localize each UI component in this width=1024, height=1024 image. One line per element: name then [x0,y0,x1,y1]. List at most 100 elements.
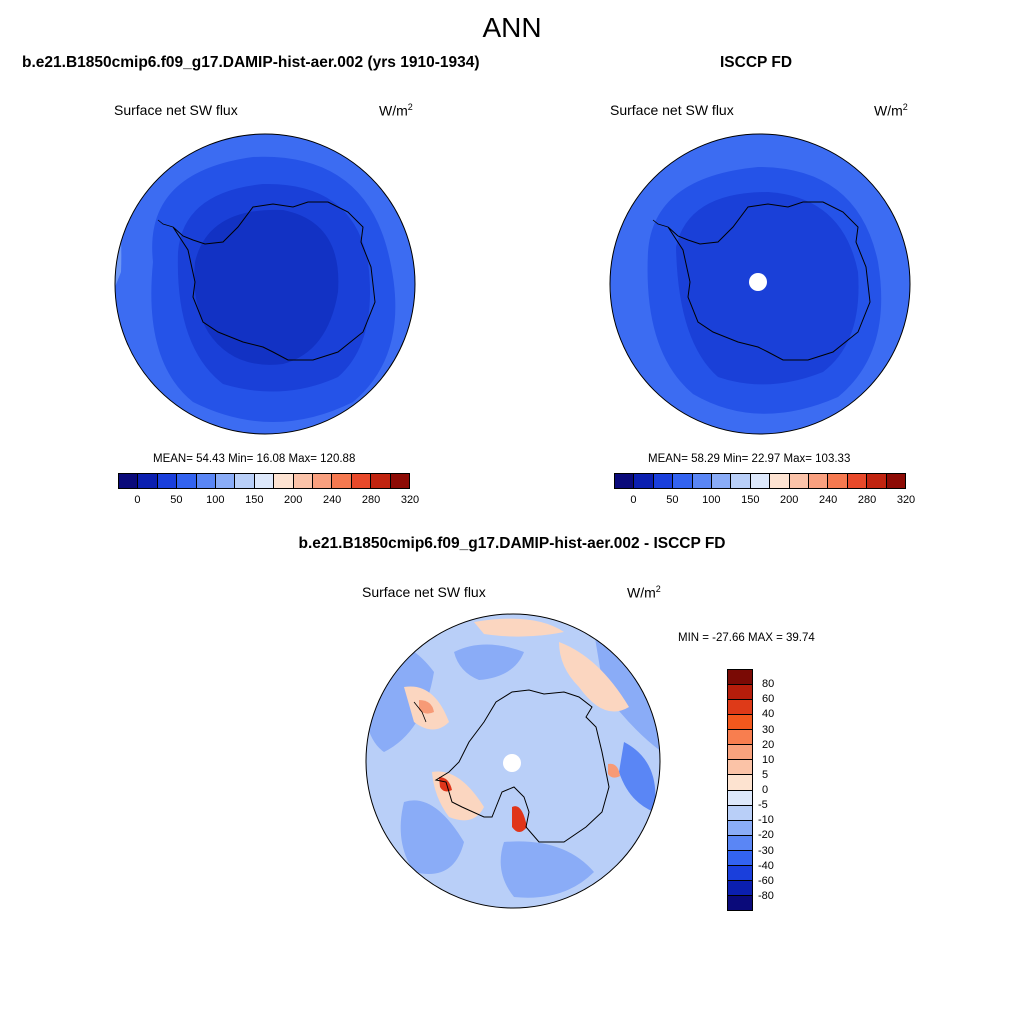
colorbar-swatch [728,895,752,910]
colorbar-swatch [692,474,713,488]
colorbar-swatch [673,474,693,488]
colorbar-tick-label: -40 [758,859,774,872]
colorbar-swatch [196,474,217,488]
diff-patch-f [454,644,524,680]
model-polar-map [114,133,416,435]
diff-hot-s [512,806,527,832]
model-panel-title: b.e21.B1850cmip6.f09_g17.DAMIP-hist-aer.… [22,54,480,71]
main-title: ANN [482,12,542,43]
obs-colorbar-ticks: 0 50 100 150 200 240 280 320 [614,494,915,510]
diff-warm-w2 [419,700,434,714]
model-variable-label: Surface net SW flux [114,102,238,118]
colorbar-tick-label: 320 [400,494,420,506]
colorbar-swatch [235,474,255,488]
colorbar-swatch [274,474,294,488]
colorbar-swatch [728,850,752,866]
colorbar-tick-label: 5 [762,768,769,781]
diff-colorbar-ticks: 80 60 40 30 20 10 5 0 -5 -10 -20 -30 -40 -60 -80 [758,669,798,909]
colorbar-tick-label: 50 [666,494,679,506]
diff-warm-ne [559,642,629,712]
diff-warm-e [608,763,620,778]
colorbar-swatch [728,790,752,806]
obs-coastline [667,201,871,361]
model-units-label: W/m2 [379,102,413,119]
colorbar-swatch [712,474,732,488]
colorbar-tick-label: 240 [818,494,838,506]
colorbar-swatch [731,474,751,488]
colorbar-swatch [750,474,771,488]
colorbar-tick-label: 0 [762,784,769,796]
colorbar-swatch [119,474,139,488]
colorbar-swatch [254,474,275,488]
colorbar-tick-label: 280 [857,494,877,506]
colorbar-swatch [728,805,752,821]
colorbar-tick-label: -5 [758,799,768,812]
model-colorbar [118,473,410,489]
obs-polar-map [609,133,911,435]
colorbar-swatch [728,685,752,701]
colorbar-swatch [293,474,314,488]
colorbar-tick-label: -10 [758,814,774,827]
diff-coastline [434,689,610,843]
colorbar-swatch [886,474,906,488]
colorbar-swatch [728,820,752,836]
diff-patch-d [400,800,464,874]
colorbar-swatch [634,474,654,488]
diff-patch-e [500,841,594,898]
obs-units-label: W/m2 [874,102,908,119]
model-colorbar-ticks: 0 50 100 150 200 240 280 320 [118,494,419,510]
colorbar-swatch [828,474,848,488]
colorbar-tick-label: 80 [762,678,775,691]
colorbar-tick-label: 320 [896,494,916,506]
colorbar-tick-label: 60 [762,693,775,706]
colorbar-tick-label: 150 [741,494,760,506]
diff-hot-sw [439,777,452,792]
colorbar-swatch [332,474,352,488]
colorbar-tick-label: 20 [762,738,775,751]
colorbar-swatch [653,474,674,488]
colorbar-swatch [351,474,372,488]
colorbar-swatch [728,670,752,686]
diff-patch-c [619,742,656,812]
colorbar-swatch [728,730,752,746]
colorbar-swatch [728,745,752,761]
colorbar-tick-label: 100 [702,494,721,506]
colorbar-swatch [728,715,752,731]
diff-variable-label: Surface net SW flux [362,584,486,600]
colorbar-swatch [809,474,829,488]
colorbar-swatch [313,474,333,488]
colorbar-swatch [157,474,178,488]
colorbar-tick-label: 200 [284,494,303,506]
diff-panel-title: b.e21.B1850cmip6.f09_g17.DAMIP-hist-aer.… [298,535,726,552]
model-core [194,209,339,365]
colorbar-swatch [138,474,158,488]
diff-units-label: W/m2 [627,584,661,601]
colorbar-swatch [177,474,197,488]
colorbar-tick-label: -80 [758,889,774,902]
diff-polar-map [365,613,661,909]
obs-panel-title: ISCCP FD [720,54,793,71]
colorbar-swatch [615,474,635,488]
diff-pole-hole [503,754,521,772]
model-stats: MEAN= 54.43 Min= 16.08 Max= 120.88 [153,453,356,465]
diff-stats: MIN = -27.66 MAX = 39.74 [678,632,815,644]
colorbar-tick-label: 40 [762,708,775,721]
colorbar-swatch [867,474,887,488]
colorbar-tick-label: 0 [630,494,637,506]
colorbar-tick-label: -20 [758,829,774,842]
colorbar-swatch [789,474,810,488]
colorbar-swatch [728,760,752,776]
colorbar-swatch [371,474,391,488]
obs-pole-hole [749,273,767,291]
obs-inner-band [676,192,859,385]
diff-colorbar [727,669,753,911]
obs-colorbar [614,473,906,489]
colorbar-tick-label: 150 [245,494,264,506]
colorbar-swatch [847,474,868,488]
colorbar-tick-label: 50 [170,494,183,506]
colorbar-tick-label: -60 [758,874,774,887]
colorbar-tick-label: 100 [206,494,225,506]
obs-stats: MEAN= 58.29 Min= 22.97 Max= 103.33 [648,453,851,465]
colorbar-tick-label: 200 [780,494,799,506]
colorbar-tick-label: -30 [758,844,774,857]
